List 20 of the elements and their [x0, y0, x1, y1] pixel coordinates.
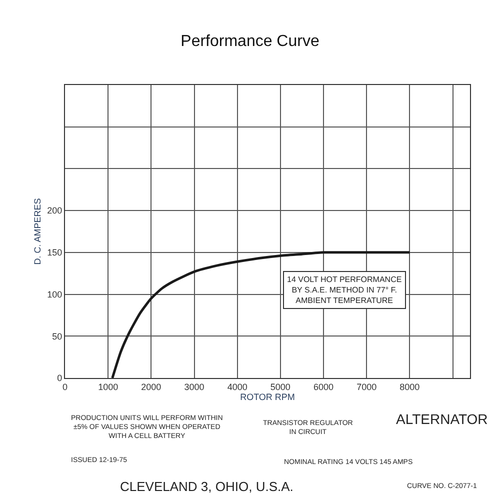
x-tick-label: 3000: [184, 382, 204, 392]
x-tick-label: 7000: [356, 382, 377, 392]
text: CLEVELAND 3, OHIO, U.S.A.: [120, 479, 294, 494]
text: ALTERNATOR: [396, 411, 488, 427]
y-axis-title: D. C. AMPERES: [32, 198, 43, 265]
line-series: [111, 251, 411, 378]
y-tick-label: 200: [47, 206, 62, 216]
annotation: 14 VOLT HOT PERFORMANCE BY S.A.E. METHOD IN 77° F. AMBIENT TEMPERATURE: [287, 275, 402, 305]
y-tick-label: 0: [57, 373, 62, 384]
y-tick-label: 150: [47, 248, 62, 258]
x-axis-title: ROTOR RPM: [240, 392, 295, 402]
x-tick-label: 6000: [313, 382, 334, 392]
x-tick-label: 1000: [98, 382, 118, 392]
y-tick-label: 100: [47, 289, 62, 300]
x-tick-label: 5000: [270, 382, 290, 392]
y-tick-label: 50: [52, 331, 62, 342]
x-tick-label: 2000: [141, 382, 162, 392]
x-tick-label: 4000: [227, 382, 248, 392]
x-tick-label: 8000: [400, 382, 420, 392]
chart-title: Performance Curve: [180, 33, 320, 50]
